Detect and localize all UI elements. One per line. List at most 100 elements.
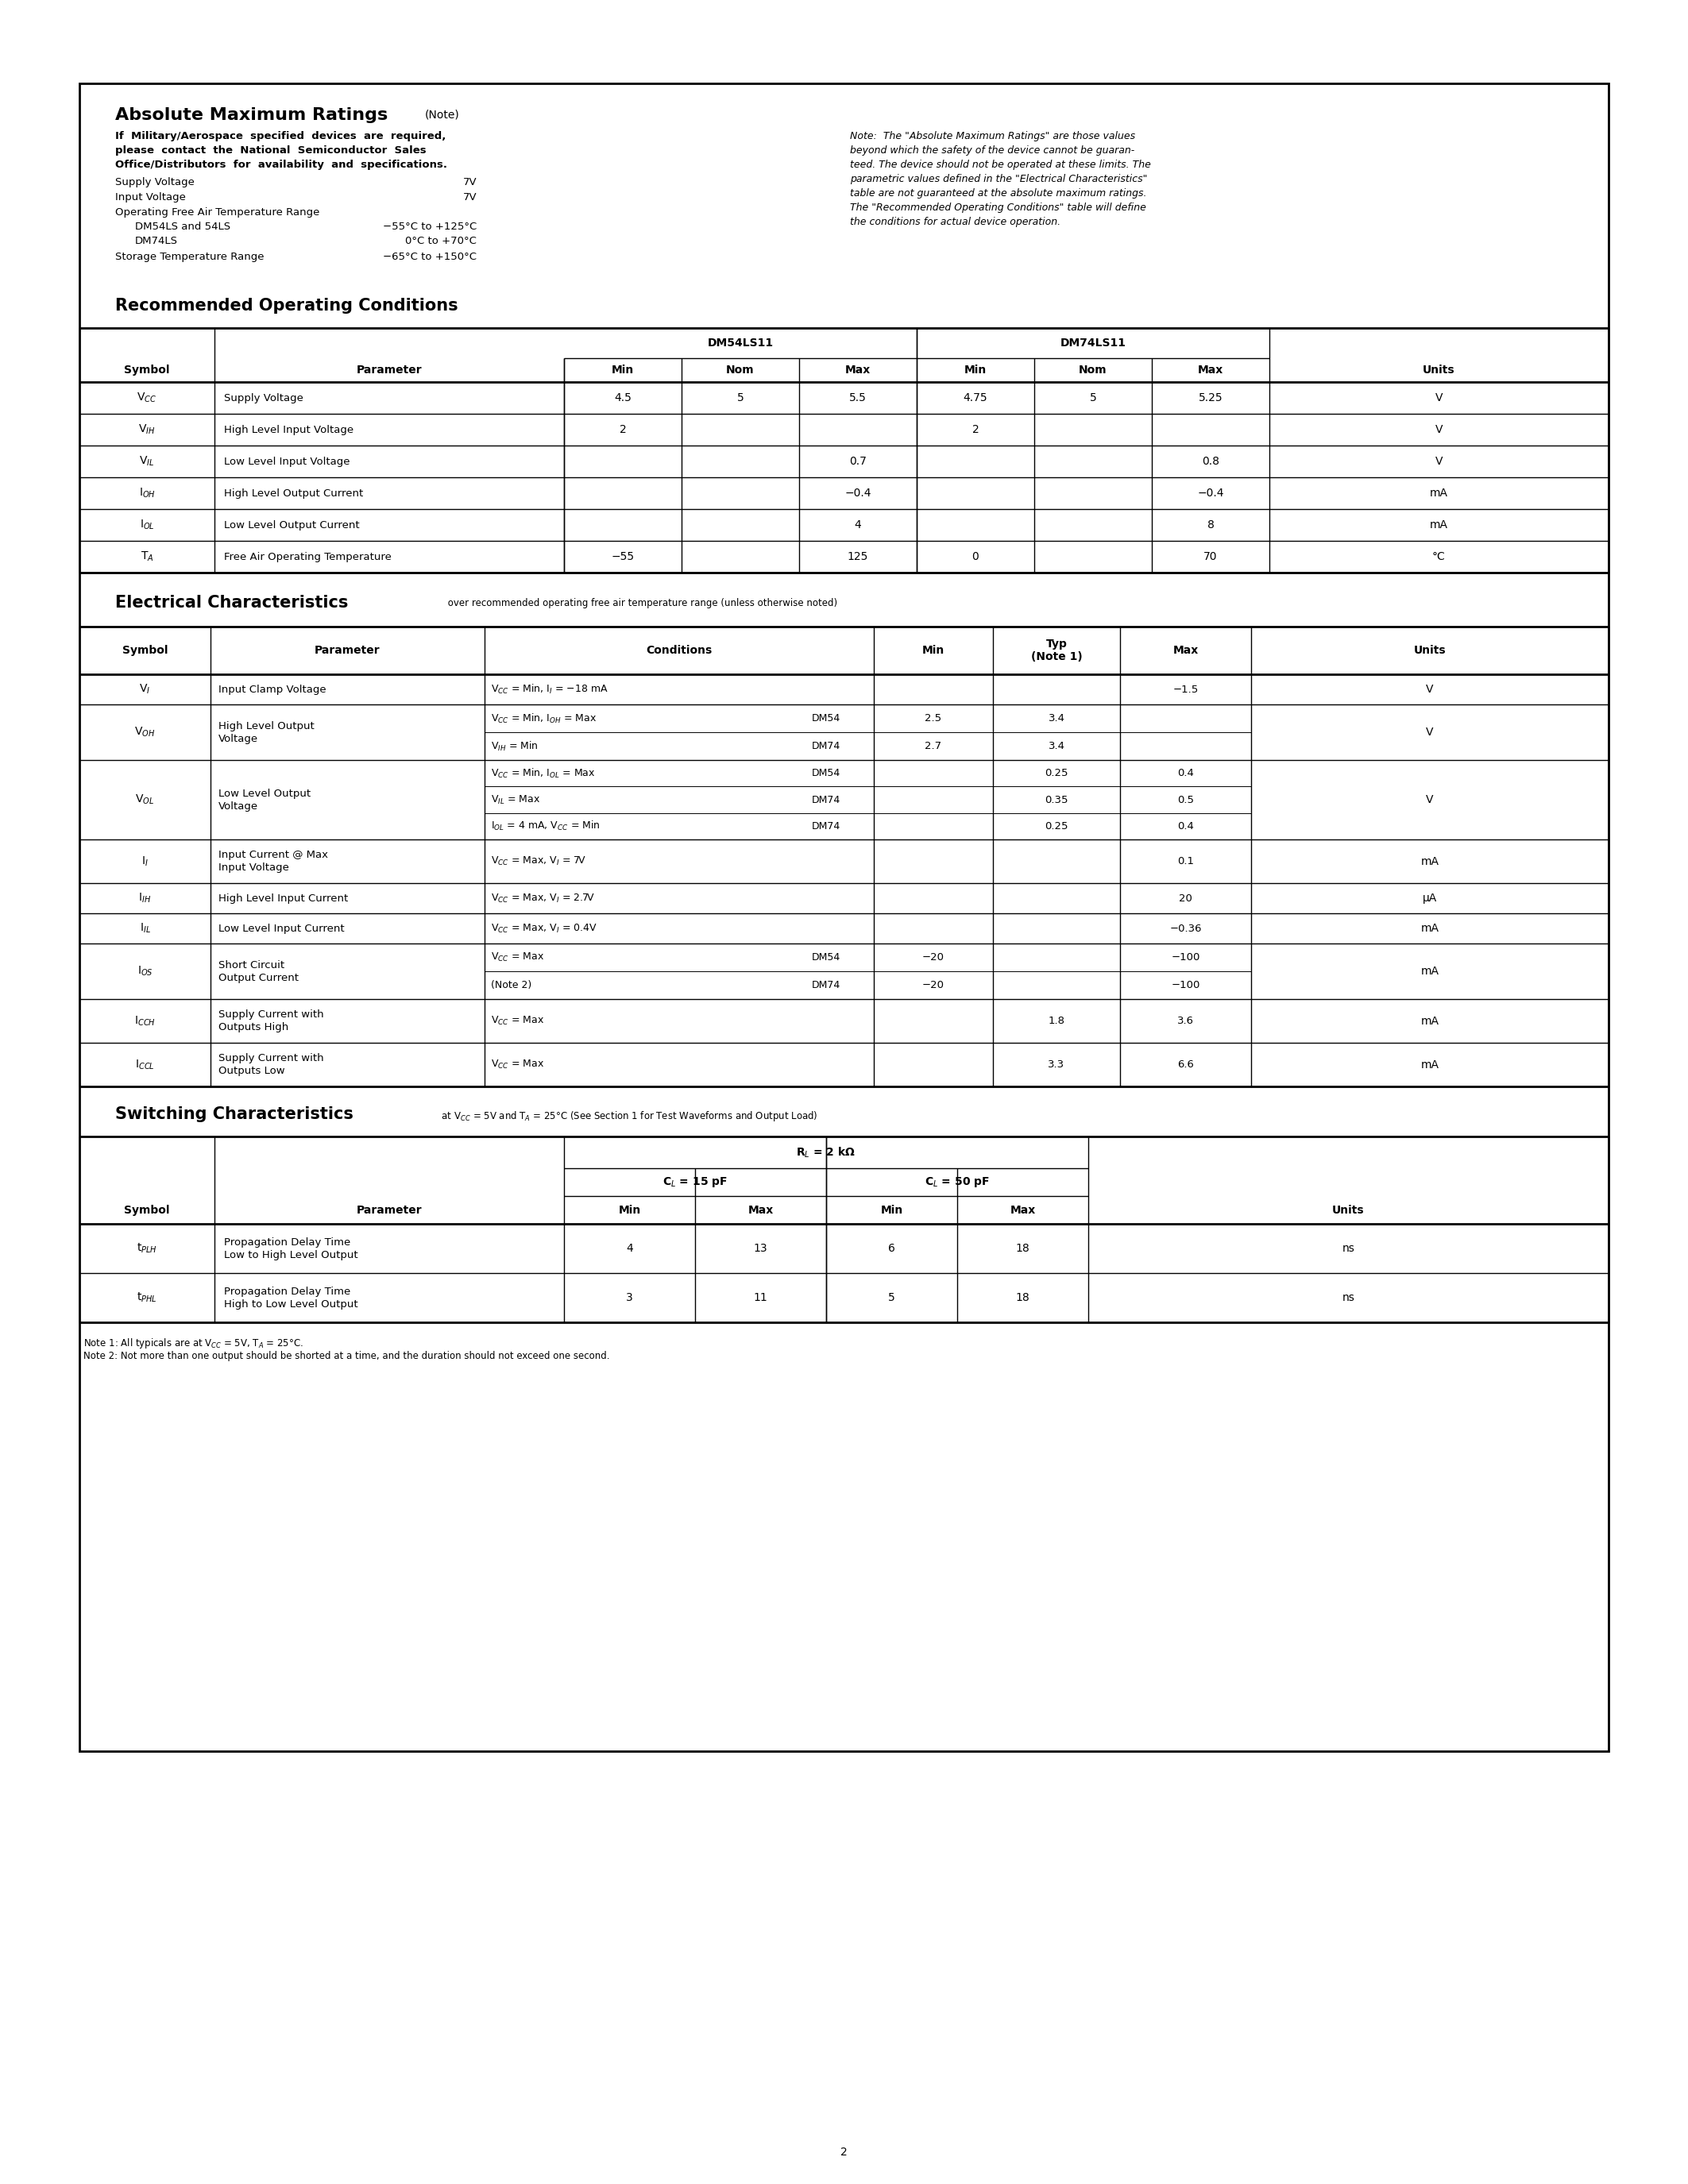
- Text: V$_{CC}$ = Min, I$_I$ = −18 mA: V$_{CC}$ = Min, I$_I$ = −18 mA: [491, 684, 608, 697]
- Text: High Level Input Current: High Level Input Current: [218, 893, 348, 904]
- Text: 0.8: 0.8: [1202, 456, 1219, 467]
- Text: Low Level Input Voltage: Low Level Input Voltage: [225, 456, 349, 467]
- Text: V: V: [1435, 424, 1443, 435]
- Text: DM74: DM74: [812, 795, 841, 806]
- Text: please  contact  the  National  Semiconductor  Sales: please contact the National Semiconducto…: [115, 146, 427, 155]
- Text: Nom: Nom: [726, 365, 755, 376]
- Text: I$_{CCH}$: I$_{CCH}$: [135, 1013, 155, 1026]
- Text: V$_{CC}$ = Min, I$_{OL}$ = Max: V$_{CC}$ = Min, I$_{OL}$ = Max: [491, 767, 596, 780]
- Text: Free Air Operating Temperature: Free Air Operating Temperature: [225, 553, 392, 561]
- Text: beyond which the safety of the device cannot be guaran-: beyond which the safety of the device ca…: [851, 146, 1134, 155]
- Text: °C: °C: [1433, 550, 1445, 561]
- Text: ns: ns: [1342, 1243, 1355, 1254]
- Text: DM54: DM54: [812, 714, 841, 723]
- Text: V$_{IL}$: V$_{IL}$: [140, 454, 155, 467]
- Text: (Note): (Note): [425, 109, 459, 120]
- Text: V$_{CC}$: V$_{CC}$: [137, 391, 157, 404]
- Text: 20: 20: [1178, 893, 1192, 904]
- Text: C$_L$ = 15 pF: C$_L$ = 15 pF: [663, 1175, 728, 1188]
- Text: Absolute Maximum Ratings: Absolute Maximum Ratings: [115, 107, 388, 122]
- Text: V$_{CC}$ = Max: V$_{CC}$ = Max: [491, 1016, 544, 1026]
- Text: V$_{IL}$ = Max: V$_{IL}$ = Max: [491, 793, 540, 806]
- Text: Input Clamp Voltage: Input Clamp Voltage: [218, 684, 326, 695]
- Text: 7V: 7V: [463, 192, 476, 203]
- Text: I$_{OL}$: I$_{OL}$: [140, 518, 154, 531]
- Text: V: V: [1435, 393, 1443, 404]
- Text: Nom: Nom: [1079, 365, 1107, 376]
- Text: Min: Min: [618, 1203, 641, 1216]
- Text: Input Current @ Max
Input Voltage: Input Current @ Max Input Voltage: [218, 850, 327, 874]
- Text: DM74LS: DM74LS: [135, 236, 177, 247]
- Text: Min: Min: [881, 1203, 903, 1216]
- Text: V$_{OL}$: V$_{OL}$: [135, 793, 155, 806]
- Text: V$_I$: V$_I$: [140, 684, 150, 697]
- Text: −55°C to +125°C: −55°C to +125°C: [383, 221, 476, 232]
- Text: 5.5: 5.5: [849, 393, 866, 404]
- Text: Propagation Delay Time
High to Low Level Output: Propagation Delay Time High to Low Level…: [225, 1286, 358, 1308]
- Text: V$_{CC}$ = Max: V$_{CC}$ = Max: [491, 952, 544, 963]
- Text: mA: mA: [1421, 1059, 1438, 1070]
- Text: C$_L$ = 50 pF: C$_L$ = 50 pF: [925, 1175, 989, 1188]
- Text: −65°C to +150°C: −65°C to +150°C: [383, 251, 476, 262]
- Text: 3.4: 3.4: [1048, 740, 1065, 751]
- Text: V$_{IH}$: V$_{IH}$: [138, 424, 155, 437]
- Text: 3: 3: [626, 1293, 633, 1304]
- Text: Supply Current with
Outputs Low: Supply Current with Outputs Low: [218, 1053, 324, 1077]
- Text: (Note 2): (Note 2): [491, 981, 532, 989]
- Text: DM74: DM74: [812, 821, 841, 832]
- Text: 5.25: 5.25: [1198, 393, 1222, 404]
- Text: mA: mA: [1421, 924, 1438, 935]
- Text: −20: −20: [922, 952, 945, 963]
- Text: 2: 2: [972, 424, 979, 435]
- Text: V$_{CC}$ = Max: V$_{CC}$ = Max: [491, 1059, 544, 1070]
- Bar: [79, 83, 1609, 1752]
- Text: V: V: [1435, 456, 1443, 467]
- Text: 1.8: 1.8: [1048, 1016, 1065, 1026]
- Text: table are not guaranteed at the absolute maximum ratings.: table are not guaranteed at the absolute…: [851, 188, 1146, 199]
- Text: 0.1: 0.1: [1177, 856, 1193, 867]
- Text: Units: Units: [1415, 644, 1447, 655]
- Text: DM74LS11: DM74LS11: [1060, 339, 1126, 349]
- Text: −20: −20: [922, 981, 945, 989]
- Text: 3.3: 3.3: [1048, 1059, 1065, 1070]
- Text: DM54LS11: DM54LS11: [707, 339, 773, 349]
- Text: 0.25: 0.25: [1045, 769, 1069, 778]
- Text: 2: 2: [619, 424, 626, 435]
- Text: Min: Min: [964, 365, 987, 376]
- Text: t$_{PLH}$: t$_{PLH}$: [137, 1243, 157, 1256]
- Text: Supply Current with
Outputs High: Supply Current with Outputs High: [218, 1009, 324, 1033]
- Text: mA: mA: [1421, 856, 1438, 867]
- Text: 18: 18: [1016, 1293, 1030, 1304]
- Text: 0°C to +70°C: 0°C to +70°C: [405, 236, 476, 247]
- Text: V: V: [1426, 795, 1433, 806]
- Text: mA: mA: [1430, 520, 1448, 531]
- Text: Max: Max: [748, 1203, 773, 1216]
- Text: −100: −100: [1171, 952, 1200, 963]
- Text: Typ
(Note 1): Typ (Note 1): [1031, 638, 1082, 662]
- Text: Max: Max: [1009, 1203, 1035, 1216]
- Text: 70: 70: [1204, 550, 1217, 561]
- Text: at V$_{CC}$ = 5V and T$_A$ = 25°C (See Section 1 for Test Waveforms and Output L: at V$_{CC}$ = 5V and T$_A$ = 25°C (See S…: [439, 1109, 817, 1123]
- Text: Parameter: Parameter: [314, 644, 380, 655]
- Text: mA: mA: [1421, 1016, 1438, 1026]
- Text: Max: Max: [1173, 644, 1198, 655]
- Text: 4.75: 4.75: [964, 393, 987, 404]
- Text: 6.6: 6.6: [1177, 1059, 1193, 1070]
- Text: μA: μA: [1423, 893, 1436, 904]
- Text: T$_A$: T$_A$: [140, 550, 154, 563]
- Text: −0.4: −0.4: [1197, 487, 1224, 498]
- Text: −0.36: −0.36: [1170, 924, 1202, 933]
- Text: Supply Voltage: Supply Voltage: [225, 393, 304, 404]
- Text: V$_{CC}$ = Max, V$_I$ = 7V: V$_{CC}$ = Max, V$_I$ = 7V: [491, 856, 586, 867]
- Text: 0.5: 0.5: [1177, 795, 1193, 806]
- Text: Low Level Output
Voltage: Low Level Output Voltage: [218, 788, 311, 810]
- Text: 5: 5: [1089, 393, 1097, 404]
- Text: 5: 5: [738, 393, 744, 404]
- Text: Min: Min: [922, 644, 945, 655]
- Text: t$_{PHL}$: t$_{PHL}$: [137, 1291, 157, 1304]
- Text: parametric values defined in the "Electrical Characteristics": parametric values defined in the "Electr…: [851, 175, 1148, 183]
- Text: Input Voltage: Input Voltage: [115, 192, 186, 203]
- Text: Max: Max: [846, 365, 871, 376]
- Text: Supply Voltage: Supply Voltage: [115, 177, 194, 188]
- Text: Storage Temperature Range: Storage Temperature Range: [115, 251, 263, 262]
